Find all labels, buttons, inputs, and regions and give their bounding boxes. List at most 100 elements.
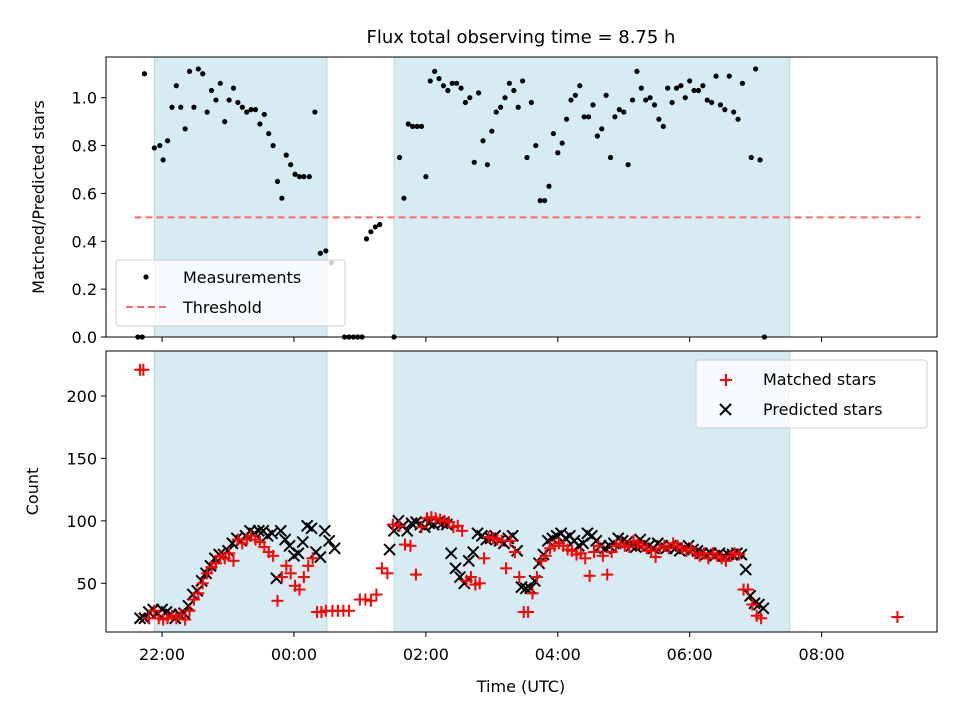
bottom-y-axis-label: Count bbox=[23, 468, 42, 516]
matched-star-point bbox=[280, 559, 293, 572]
measurement-point bbox=[377, 221, 383, 228]
measurement-point bbox=[274, 178, 281, 185]
measurement-point bbox=[519, 78, 526, 84]
matched-star-point bbox=[601, 568, 614, 581]
matched-star-point bbox=[464, 571, 477, 584]
y-tick-label: 100 bbox=[66, 512, 97, 531]
matched-star-point bbox=[579, 552, 592, 565]
measurement-point bbox=[141, 71, 148, 77]
measurement-point bbox=[283, 152, 289, 158]
matched-star-point bbox=[227, 554, 240, 567]
measurement-point bbox=[169, 104, 175, 110]
measurement-point bbox=[480, 138, 486, 144]
measurement-point bbox=[476, 90, 482, 96]
measurement-point bbox=[625, 162, 631, 168]
predicted-star-point bbox=[387, 524, 401, 538]
matched-star-point bbox=[409, 568, 422, 581]
matched-star-point bbox=[271, 594, 284, 607]
measurement-point bbox=[493, 109, 499, 115]
predicted-star-point bbox=[510, 544, 524, 558]
measurement-point bbox=[713, 73, 719, 79]
matched-star-point bbox=[275, 571, 288, 584]
measurement-point bbox=[396, 154, 403, 161]
matched-star-point bbox=[404, 539, 417, 552]
measurement-point bbox=[195, 66, 201, 72]
measurement-point bbox=[288, 162, 294, 168]
measurement-point bbox=[449, 80, 455, 86]
measurement-point bbox=[581, 114, 587, 120]
predicted-star-point bbox=[270, 572, 283, 585]
measurement-point bbox=[204, 109, 210, 115]
measurement-point bbox=[757, 157, 763, 163]
matched-star-point bbox=[645, 544, 658, 557]
measurement-point bbox=[722, 107, 728, 113]
measurement-point bbox=[363, 236, 370, 242]
measurement-point bbox=[222, 119, 228, 125]
measurement-point bbox=[217, 80, 223, 86]
x-tick-label: 22:00 bbox=[139, 645, 185, 664]
measurement-point bbox=[306, 174, 312, 180]
matched-star-point bbox=[209, 557, 222, 570]
measurement-point bbox=[709, 99, 715, 106]
matched-star-point bbox=[605, 546, 618, 559]
y-tick-label: 200 bbox=[66, 387, 97, 406]
matched-star-point bbox=[733, 548, 746, 561]
measurement-point bbox=[368, 229, 374, 235]
matched-star-point bbox=[393, 519, 406, 532]
matched-star-point bbox=[148, 604, 161, 617]
measurement-point bbox=[585, 114, 592, 120]
x-tick-label: 02:00 bbox=[403, 645, 449, 664]
measurement-point bbox=[634, 68, 640, 74]
matched-star-point bbox=[398, 538, 411, 551]
measurement-point bbox=[410, 123, 416, 130]
matched-star-point bbox=[267, 549, 280, 562]
matched-star-point bbox=[623, 541, 636, 554]
measurement-point bbox=[230, 85, 237, 91]
measurement-point bbox=[691, 87, 697, 94]
predicted-star-point bbox=[480, 533, 493, 546]
measurement-point bbox=[372, 224, 378, 230]
measurement-point bbox=[191, 104, 197, 110]
predicted-star-point bbox=[296, 535, 309, 549]
measurement-point bbox=[572, 92, 578, 98]
predicted-star-point bbox=[537, 548, 550, 561]
measurement-point bbox=[200, 71, 206, 77]
measurement-point bbox=[151, 145, 157, 151]
measurement-point bbox=[186, 68, 193, 74]
measurement-point bbox=[266, 130, 272, 137]
matched-star-point bbox=[179, 613, 192, 626]
matched-star-point bbox=[583, 569, 596, 582]
predicted-star-point bbox=[278, 533, 292, 546]
measurement-point bbox=[164, 138, 171, 144]
measurement-point bbox=[607, 154, 614, 161]
measurement-point bbox=[616, 107, 622, 113]
measurement-point bbox=[257, 121, 263, 127]
measurement-point bbox=[301, 174, 307, 180]
x-tick-label: 04:00 bbox=[535, 645, 581, 664]
measurement-point bbox=[484, 162, 491, 168]
predicted-star-point bbox=[532, 557, 546, 570]
measurement-point bbox=[665, 85, 671, 91]
measurement-point bbox=[279, 195, 285, 201]
y-tick-label: 0.2 bbox=[72, 280, 97, 299]
measurement-point bbox=[467, 95, 473, 101]
measurement-point bbox=[717, 102, 724, 108]
predicted-star-point bbox=[524, 582, 537, 595]
measurement-point bbox=[418, 123, 425, 130]
predicted-star-point bbox=[182, 599, 195, 612]
measurement-point bbox=[704, 97, 710, 103]
matched-star-point bbox=[513, 571, 526, 584]
measurement-point bbox=[401, 195, 407, 201]
predicted-star-point bbox=[506, 529, 519, 543]
measurement-point bbox=[678, 83, 684, 89]
matched-star-point bbox=[741, 583, 754, 596]
measurement-point bbox=[436, 75, 442, 82]
measurement-point bbox=[244, 109, 250, 115]
measurement-point bbox=[454, 80, 460, 86]
measurement-point bbox=[643, 97, 649, 103]
matched-star-point bbox=[183, 604, 196, 617]
observing-interval bbox=[393, 56, 791, 338]
measurement-point bbox=[735, 116, 741, 122]
measurement-point bbox=[533, 142, 539, 149]
